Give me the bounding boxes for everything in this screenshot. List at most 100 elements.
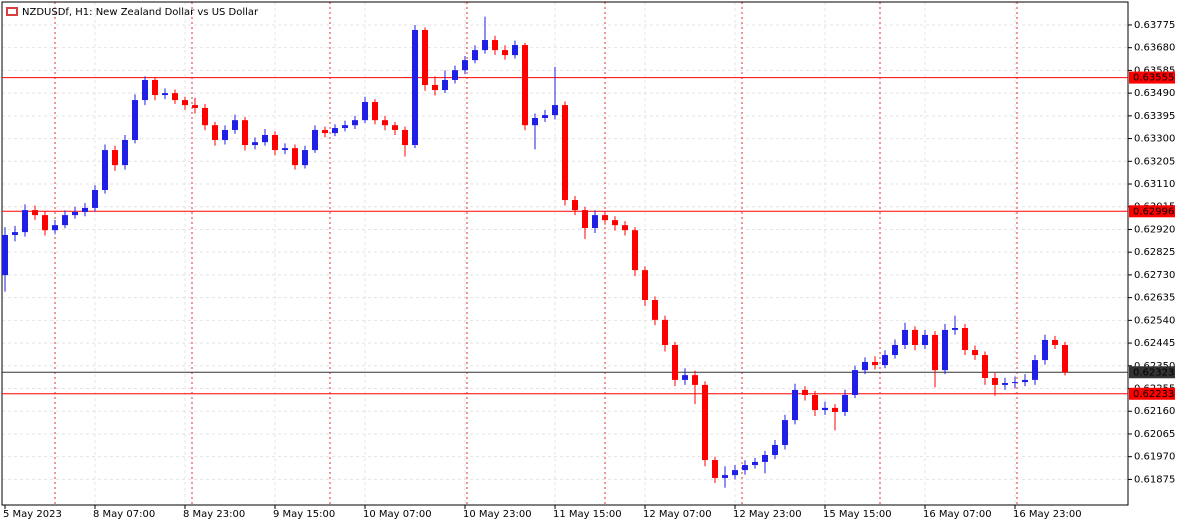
candle-body: [112, 150, 118, 166]
candle-body: [582, 210, 588, 229]
candle-body: [382, 120, 388, 126]
chart-icon-inner: [8, 9, 16, 14]
candle-body: [212, 125, 218, 141]
candle-body: [922, 334, 928, 345]
price-level-label: 0.62323: [1133, 367, 1174, 378]
y-tick-label: 0.62635: [1134, 293, 1175, 304]
y-tick-label: 0.62920: [1134, 224, 1175, 235]
candle-body: [2, 234, 8, 276]
candle-body: [662, 319, 668, 345]
candle-body: [972, 350, 978, 356]
candle-body: [912, 329, 918, 345]
candle-body: [832, 407, 838, 412]
candle-body: [892, 344, 898, 356]
x-tick-label: 11 May 15:00: [553, 509, 622, 520]
candle-body: [102, 150, 108, 190]
y-tick-label: 0.62825: [1134, 247, 1175, 258]
y-tick-label: 0.62540: [1134, 315, 1175, 326]
candle-body: [622, 225, 628, 231]
y-tick-label: 0.62065: [1134, 429, 1175, 440]
candle-body: [782, 420, 788, 445]
candle-body: [902, 329, 908, 345]
candle-body: [402, 129, 408, 146]
candle-body: [492, 40, 498, 51]
candle-body: [562, 105, 568, 201]
candle-body: [52, 225, 58, 231]
candle-body: [142, 79, 148, 101]
price-level-tag: [1129, 71, 1175, 84]
candle-body: [92, 189, 98, 208]
x-tick-label: 10 May 23:00: [463, 509, 532, 520]
candle-body: [222, 129, 228, 141]
candle-body: [722, 475, 728, 478]
candle-body: [952, 328, 958, 330]
candle-body: [742, 465, 748, 471]
candle-body: [692, 375, 698, 385]
candle-body: [352, 120, 358, 126]
y-tick-label: 0.62445: [1134, 338, 1175, 349]
y-tick-label: 0.63205: [1134, 156, 1175, 167]
candle-body: [462, 60, 468, 71]
candle-body: [472, 50, 478, 61]
chart-title: NZDUSDf, H1: New Zealand Dollar vs US Do…: [22, 7, 259, 18]
candle-body: [182, 100, 188, 106]
candle-body: [502, 50, 508, 56]
candle-body: [632, 230, 638, 271]
candle-body: [592, 215, 598, 229]
x-tick-label: 9 May 15:00: [273, 509, 335, 520]
candle-body: [682, 375, 688, 380]
candle-body: [452, 70, 458, 80]
candle-body: [1042, 339, 1048, 361]
candle-body: [672, 344, 678, 380]
candle-body: [932, 334, 938, 371]
candle-body: [862, 361, 868, 371]
candle-body: [242, 120, 248, 146]
candle-body: [482, 40, 488, 51]
candle-body: [122, 140, 128, 166]
y-tick-label: 0.63775: [1134, 20, 1175, 31]
price-level-tag: [1129, 205, 1175, 218]
candle-body: [342, 125, 348, 129]
y-tick-label: 0.63300: [1134, 134, 1175, 145]
x-tick-label: 5 May 2023: [3, 509, 62, 520]
candle-body: [812, 394, 818, 411]
candle-body: [842, 394, 848, 412]
candle-body: [272, 134, 278, 151]
candle-body: [652, 300, 658, 320]
candle-body: [62, 215, 68, 226]
price-level-tag: [1129, 366, 1175, 379]
y-tick-label: 0.63585: [1134, 65, 1175, 76]
candle-body: [152, 79, 158, 96]
candle-body: [72, 212, 78, 216]
candle-body: [572, 200, 578, 211]
x-tick-label: 10 May 07:00: [363, 509, 432, 520]
candle-body: [1022, 379, 1028, 383]
y-tick-label: 0.62730: [1134, 270, 1175, 281]
candle-body: [542, 115, 548, 119]
x-tick-label: 16 May 23:00: [1013, 509, 1082, 520]
candle-body: [1032, 360, 1038, 380]
candle-body: [772, 444, 778, 456]
candle-body: [702, 384, 708, 461]
candle-body: [992, 377, 998, 385]
y-tick-label: 0.62160: [1134, 406, 1175, 417]
candle-body: [422, 29, 428, 85]
candle-body: [982, 355, 988, 378]
candle-body: [882, 355, 888, 366]
candle-body: [752, 461, 758, 466]
x-tick-label: 12 May 23:00: [733, 509, 802, 520]
candle-body: [532, 118, 538, 126]
price-level-label: 0.62233: [1133, 389, 1174, 400]
candle-body: [252, 142, 258, 146]
candle-body: [82, 207, 88, 213]
candle-body: [802, 389, 808, 395]
candle-body: [232, 120, 238, 130]
x-tick-label: 16 May 07:00: [923, 509, 992, 520]
candle-body: [282, 148, 288, 151]
candle-body: [602, 215, 608, 221]
candle-body: [962, 328, 968, 351]
plot: [2, 2, 1128, 505]
candle-body: [302, 150, 308, 166]
candle-body: [1052, 339, 1058, 345]
